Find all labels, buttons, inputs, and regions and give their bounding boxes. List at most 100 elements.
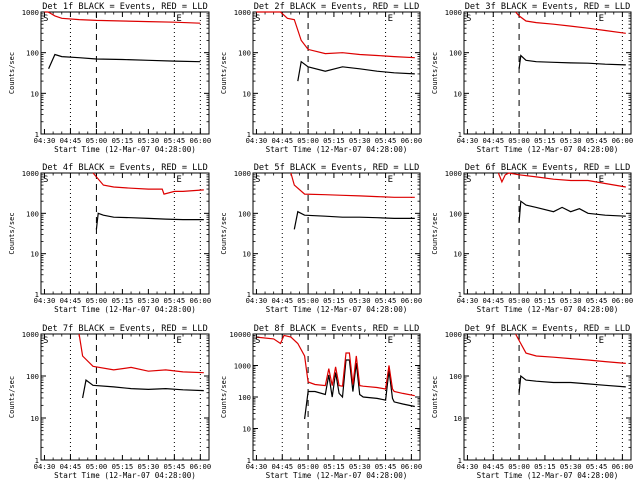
chart-title: Det 9f BLACK = Events, RED = LLD	[465, 324, 631, 334]
x-tick-label: 04:30	[34, 136, 56, 145]
x-tick-label: 06:00	[401, 296, 423, 305]
y-tick-label: 1000	[234, 8, 251, 17]
plot-frame	[463, 11, 632, 135]
y-tick-label: 1	[458, 290, 462, 299]
x-tick-label: 05:00	[86, 296, 108, 305]
x-tick-label: 04:45	[60, 462, 82, 471]
y-tick-label: 1	[247, 456, 251, 465]
y-tick-label: 100	[449, 209, 462, 218]
x-tick-label: 04:45	[482, 136, 504, 145]
x-tick-label: 05:15	[112, 462, 134, 471]
x-tick-label: 05:00	[297, 136, 319, 145]
x-tick-label: 04:30	[246, 462, 268, 471]
x-tick-label: 04:30	[34, 462, 56, 471]
chart-title: Det 2f BLACK = Events, RED = LLD	[254, 2, 420, 12]
panel-det-6	[463, 172, 632, 295]
panel-det-4	[40, 172, 210, 295]
y-tick-label: 10	[30, 414, 39, 423]
y-tick-label: 100	[26, 209, 39, 218]
x-tick-label: 05:15	[323, 462, 345, 471]
x-tick-label: 05:45	[375, 462, 397, 471]
start-marker-label: S	[466, 175, 471, 185]
x-tick-label: 04:45	[60, 296, 82, 305]
y-tick-label: 10	[242, 89, 251, 98]
end-marker-label: E	[388, 14, 393, 24]
y-axis-label: Counts/sec	[8, 212, 16, 254]
x-tick-label: 05:45	[375, 136, 397, 145]
y-tick-label: 10	[30, 89, 39, 98]
panel-det-2	[252, 11, 421, 135]
x-tick-label: 05:00	[508, 136, 530, 145]
x-tick-label: 05:15	[112, 296, 134, 305]
start-marker-label: S	[43, 14, 48, 24]
lld-series-line	[44, 11, 201, 24]
events-series-line	[304, 359, 415, 420]
y-tick-label: 1000	[445, 330, 462, 339]
x-tick-label: 05:30	[138, 296, 160, 305]
x-tick-label: 05:45	[586, 296, 608, 305]
y-axis-label: Counts/sec	[8, 52, 16, 94]
end-marker-label: E	[599, 336, 604, 346]
y-tick-label: 10000	[229, 330, 251, 339]
chart-title: Det 8f BLACK = Events, RED = LLD	[254, 324, 420, 334]
lld-series-line	[92, 172, 204, 195]
x-tick-label: 05:00	[297, 462, 319, 471]
x-axis-label: Start Time (12-Mar-07 04:28:00)	[54, 305, 196, 314]
events-series-line	[518, 200, 626, 223]
events-series-line	[297, 60, 415, 82]
y-tick-label: 10	[242, 425, 251, 434]
y-axis-label: Counts/sec	[431, 52, 439, 94]
x-tick-label: 05:15	[323, 136, 345, 145]
panel-det-5	[252, 172, 421, 295]
start-marker-label: S	[466, 336, 471, 346]
y-tick-label: 100	[238, 209, 251, 218]
start-marker-label: S	[255, 175, 260, 185]
x-tick-label: 06:00	[612, 136, 634, 145]
x-tick-label: 05:15	[112, 136, 134, 145]
chart-title: Det 7f BLACK = Events, RED = LLD	[42, 324, 208, 334]
x-tick-label: 05:45	[164, 296, 186, 305]
start-marker-label: S	[43, 336, 48, 346]
x-tick-label: 05:30	[560, 296, 582, 305]
lld-series-line	[256, 11, 415, 59]
x-tick-label: 05:00	[508, 462, 530, 471]
x-tick-label: 06:00	[612, 462, 634, 471]
x-tick-label: 04:30	[246, 136, 268, 145]
end-marker-label: E	[176, 336, 181, 346]
x-tick-label: 05:45	[375, 296, 397, 305]
panel-det-7	[40, 333, 210, 461]
y-tick-label: 10	[242, 250, 251, 259]
x-tick-label: 04:45	[60, 136, 82, 145]
lld-series-line	[515, 11, 626, 34]
y-tick-label: 1	[35, 456, 39, 465]
chart-title: Det 4f BLACK = Events, RED = LLD	[42, 163, 208, 173]
y-tick-label: 10	[453, 89, 462, 98]
x-tick-label: 06:00	[190, 136, 212, 145]
x-tick-label: 05:30	[138, 136, 160, 145]
panel-det-9	[463, 333, 632, 461]
x-tick-label: 04:30	[457, 462, 479, 471]
x-tick-label: 05:00	[297, 296, 319, 305]
y-axis-label: Counts/sec	[8, 376, 16, 418]
lld-series-line	[515, 333, 626, 364]
x-axis-label: Start Time (12-Mar-07 04:28:00)	[477, 471, 619, 480]
x-tick-label: 04:30	[34, 296, 56, 305]
y-tick-label: 10	[30, 250, 39, 259]
x-tick-label: 04:30	[457, 296, 479, 305]
lld-series-line	[290, 172, 415, 198]
x-axis-label: Start Time (12-Mar-07 04:28:00)	[266, 305, 408, 314]
x-axis-label: Start Time (12-Mar-07 04:28:00)	[266, 145, 408, 154]
events-series-line	[518, 54, 626, 69]
x-tick-label: 05:45	[164, 462, 186, 471]
y-tick-label: 1000	[22, 330, 39, 339]
x-tick-label: 05:45	[586, 136, 608, 145]
panel-det-1	[40, 11, 210, 135]
y-tick-label: 100	[26, 372, 39, 381]
x-tick-label: 06:00	[190, 462, 212, 471]
plot-frame	[463, 172, 632, 295]
events-series-line	[518, 374, 626, 393]
panel-det-3	[463, 11, 632, 135]
y-tick-label: 1000	[234, 362, 251, 371]
y-tick-label: 1	[35, 290, 39, 299]
start-marker-label: S	[466, 14, 471, 24]
